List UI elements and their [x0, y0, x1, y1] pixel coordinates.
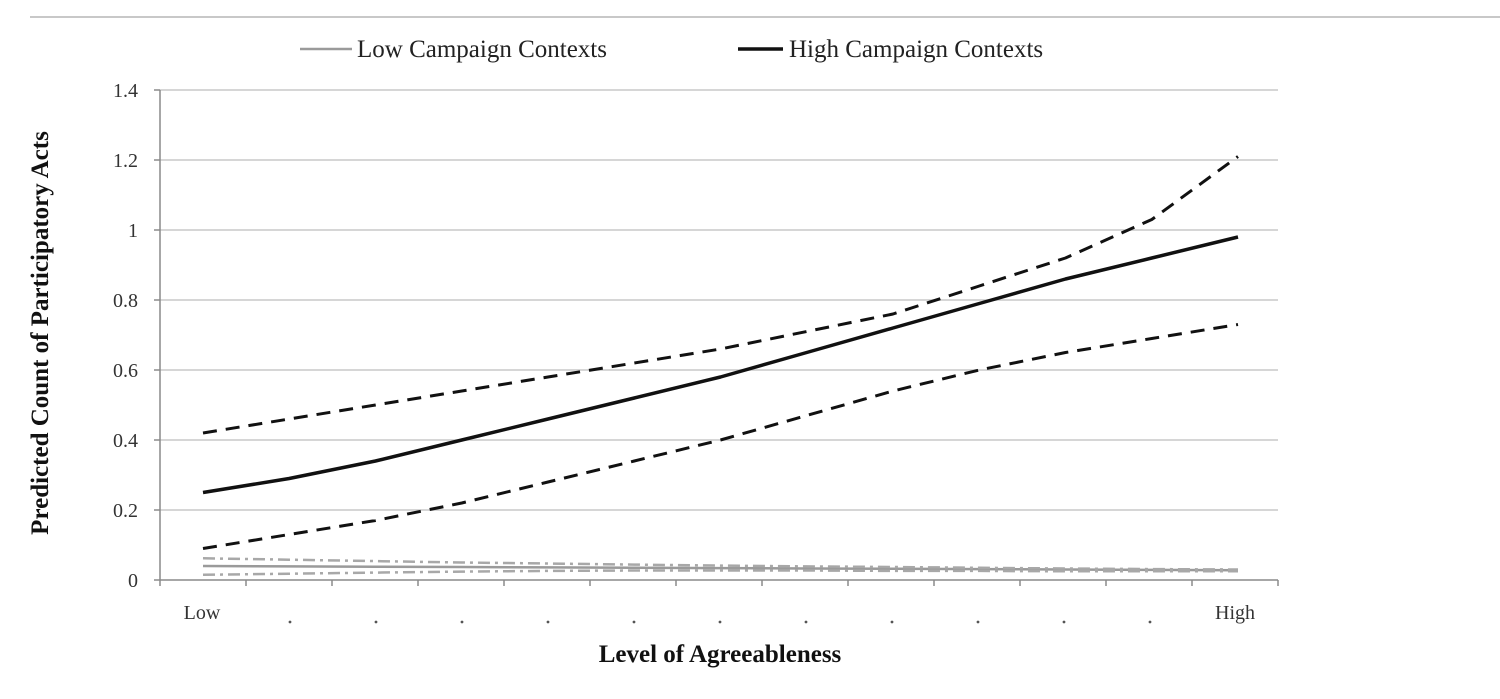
- series-line-4: [202, 155, 1239, 435]
- x-tick-label-high: High: [1215, 602, 1255, 624]
- y-tick-label: 0.2: [113, 500, 138, 522]
- x-tick-dot: [1062, 620, 1066, 624]
- series-line-3: [202, 235, 1239, 495]
- series-line-1: [202, 557, 1239, 571]
- legend-label: High Campaign Contexts: [789, 36, 1043, 63]
- x-tick-labels: Low High: [184, 602, 1255, 624]
- y-tick-label: 0.6: [113, 360, 138, 382]
- y-tick-label: 0: [128, 570, 138, 592]
- axes: [154, 89, 1279, 624]
- y-tick-label: 0.4: [113, 430, 138, 452]
- gridlines: [160, 89, 1278, 511]
- y-tick-label: 1.2: [113, 150, 138, 172]
- legend-label: Low Campaign Contexts: [357, 36, 607, 63]
- series-line-5: [202, 323, 1239, 550]
- x-tick-dot: [546, 620, 550, 624]
- x-tick-dot: [374, 620, 378, 624]
- x-tick-dot: [1148, 620, 1152, 624]
- x-tick-dot: [288, 620, 292, 624]
- x-tick-dot: [976, 620, 980, 624]
- x-tick-dot: [804, 620, 808, 624]
- x-tick-dot: [890, 620, 894, 624]
- x-tick-label-low: Low: [184, 602, 221, 624]
- x-tick-dot: [460, 620, 464, 624]
- series-line-2: [202, 569, 1238, 577]
- y-tick-labels: 0 0.2 0.4 0.6 0.8 1 1.2 1.4: [113, 80, 138, 592]
- y-axis-title: Predicted Count of Participatory Acts: [27, 131, 54, 535]
- series-line-0: [202, 564, 1239, 572]
- y-tick-label: 1: [128, 220, 138, 242]
- y-tick-label: 1.4: [113, 80, 138, 102]
- x-tick-dot: [718, 620, 722, 624]
- x-axis-title: Level of Agreeableness: [599, 641, 842, 668]
- y-tick-label: 0.8: [113, 290, 138, 312]
- series-lines: [202, 155, 1239, 577]
- x-tick-dot: [632, 620, 636, 624]
- legend: Low Campaign Contexts High Campaign Conte…: [300, 36, 1043, 63]
